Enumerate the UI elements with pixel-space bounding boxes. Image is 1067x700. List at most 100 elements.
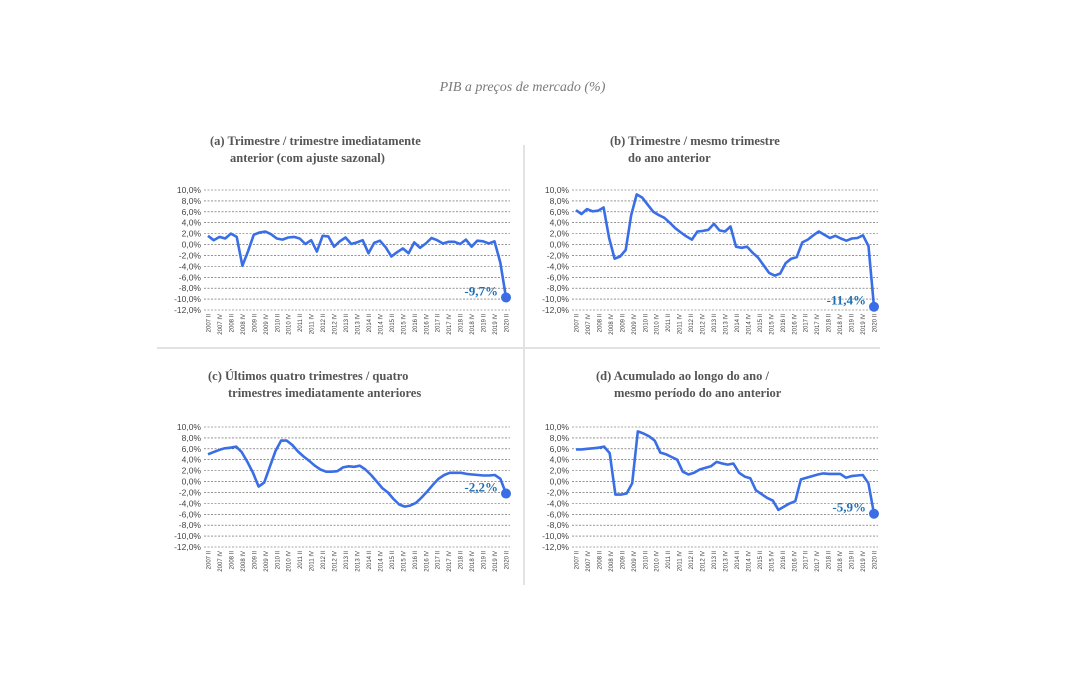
x-tick-label-d: 2019 II bbox=[850, 551, 856, 570]
y-tick-label-b: -10,0% bbox=[542, 294, 569, 304]
x-tick-label-a: 2010 IV bbox=[287, 314, 293, 335]
x-tick-label-c: 2010 II bbox=[275, 551, 281, 570]
last-value-label-c: -2,2% bbox=[464, 480, 498, 495]
x-tick-label-b: 2012 IV bbox=[701, 314, 707, 335]
x-tick-label-c: 2015 IV bbox=[401, 551, 407, 572]
y-tick-label-d: -4,0% bbox=[547, 498, 570, 508]
y-tick-label-a: 4,0% bbox=[182, 218, 202, 228]
y-tick-label-c: 4,0% bbox=[182, 455, 202, 465]
x-tick-label-d: 2012 IV bbox=[701, 551, 707, 572]
y-tick-label-b: -2,0% bbox=[547, 250, 570, 260]
last-value-label-a: -9,7% bbox=[464, 283, 498, 298]
x-tick-label-b: 2019 IV bbox=[861, 314, 867, 335]
x-tick-label-d: 2012 II bbox=[689, 551, 695, 570]
last-value-label-b: -11,4% bbox=[827, 293, 866, 308]
x-tick-label-b: 2009 II bbox=[620, 314, 626, 333]
x-tick-label-b: 2007 II bbox=[575, 314, 581, 333]
x-tick-label-b: 2020 II bbox=[873, 314, 879, 333]
x-tick-label-d: 2014 IV bbox=[746, 551, 752, 572]
x-tick-label-a: 2008 IV bbox=[241, 314, 247, 335]
x-tick-label-a: 2008 II bbox=[229, 314, 235, 333]
last-data-point-c bbox=[501, 488, 511, 499]
y-tick-label-d: -8,0% bbox=[547, 520, 570, 530]
y-tick-label-b: -6,0% bbox=[547, 272, 570, 282]
x-tick-label-a: 2014 IV bbox=[378, 314, 384, 335]
x-tick-label-a: 2019 II bbox=[482, 314, 488, 333]
x-tick-label-d: 2019 IV bbox=[861, 551, 867, 572]
chart-title-a: (a) Trimestre / trimestre imediatamente … bbox=[210, 133, 421, 167]
x-tick-label-a: 2009 IV bbox=[264, 314, 270, 335]
x-tick-label-a: 2009 II bbox=[252, 314, 258, 333]
x-tick-label-c: 2019 IV bbox=[493, 551, 499, 572]
x-tick-label-b: 2008 IV bbox=[609, 314, 615, 335]
y-tick-label-a: 6,0% bbox=[182, 207, 202, 217]
y-tick-label-c: -6,0% bbox=[179, 509, 202, 519]
x-tick-label-d: 2008 IV bbox=[609, 551, 615, 572]
page-title: PIB a preços de mercado (%) bbox=[439, 80, 606, 95]
x-tick-label-c: 2011 II bbox=[298, 551, 304, 569]
x-tick-label-d: 2018 II bbox=[827, 551, 833, 570]
x-tick-label-a: 2011 IV bbox=[310, 314, 316, 334]
chart-title-b-line2: do ano anterior bbox=[628, 151, 711, 165]
x-tick-label-b: 2018 IV bbox=[838, 314, 844, 335]
x-tick-label-c: 2018 IV bbox=[470, 551, 476, 572]
y-tick-label-d: -2,0% bbox=[547, 487, 570, 497]
y-tick-label-d: -10,0% bbox=[542, 531, 569, 541]
x-tick-label-d: 2017 II bbox=[804, 551, 810, 570]
y-tick-label-c: -2,0% bbox=[179, 487, 202, 497]
x-tick-label-b: 2008 II bbox=[597, 314, 603, 333]
x-tick-label-a: 2014 II bbox=[367, 314, 373, 333]
x-tick-label-a: 2013 IV bbox=[356, 314, 362, 335]
last-data-point-d bbox=[869, 508, 879, 519]
x-tick-label-d: 2010 II bbox=[643, 551, 649, 570]
chart-b: 10,0%8,0%6,0%4,0%2,0%0,0%-2,0%-4,0%-6,0%… bbox=[542, 185, 879, 335]
x-tick-label-a: 2019 IV bbox=[493, 314, 499, 335]
y-tick-label-a: 0,0% bbox=[182, 240, 202, 250]
x-tick-label-b: 2019 II bbox=[850, 314, 856, 333]
x-tick-label-b: 2011 II bbox=[666, 314, 672, 332]
x-tick-label-d: 2015 II bbox=[758, 551, 764, 570]
x-tick-label-c: 2008 IV bbox=[241, 551, 247, 572]
y-tick-label-a: -10,0% bbox=[174, 294, 201, 304]
chart-title-c-line2: trimestres imediatamente anteriores bbox=[228, 386, 422, 400]
x-tick-label-c: 2008 II bbox=[229, 551, 235, 570]
chart-c: 10,0%8,0%6,0%4,0%2,0%0,0%-2,0%-4,0%-6,0%… bbox=[174, 422, 511, 572]
x-tick-label-a: 2010 II bbox=[275, 314, 281, 333]
y-tick-label-b: 6,0% bbox=[550, 207, 570, 217]
chart-title-c-line1: (c) Últimos quatro trimestres / quatro bbox=[208, 369, 409, 383]
x-tick-label-d: 2015 IV bbox=[769, 551, 775, 572]
horizontal-divider bbox=[157, 347, 880, 349]
x-tick-label-a: 2015 IV bbox=[401, 314, 407, 335]
y-tick-label-a: 2,0% bbox=[182, 229, 202, 239]
x-tick-label-c: 2012 IV bbox=[333, 551, 339, 572]
x-tick-label-b: 2017 IV bbox=[815, 314, 821, 335]
y-tick-label-a: -6,0% bbox=[179, 272, 202, 282]
x-tick-label-b: 2013 IV bbox=[724, 314, 730, 335]
x-tick-label-a: 2012 II bbox=[321, 314, 327, 333]
x-tick-label-d: 2020 II bbox=[873, 551, 879, 570]
x-tick-label-c: 2007 II bbox=[207, 551, 213, 570]
chart-title-d-line1: (d) Acumulado ao longo do ano / bbox=[596, 369, 769, 383]
y-tick-label-d: 8,0% bbox=[550, 433, 570, 443]
x-tick-label-a: 2011 II bbox=[298, 314, 304, 332]
x-tick-label-b: 2013 II bbox=[712, 314, 718, 333]
x-tick-label-d: 2011 II bbox=[666, 551, 672, 569]
x-tick-label-d: 2014 II bbox=[735, 551, 741, 570]
x-tick-label-c: 2014 II bbox=[367, 551, 373, 570]
x-tick-label-b: 2011 IV bbox=[678, 314, 684, 334]
x-tick-label-a: 2007 II bbox=[207, 314, 213, 333]
y-tick-label-d: 2,0% bbox=[550, 466, 570, 476]
x-tick-label-b: 2016 IV bbox=[792, 314, 798, 335]
chart-title-d-line2: mesmo período do ano anterior bbox=[614, 386, 782, 400]
x-tick-label-c: 2020 II bbox=[505, 551, 511, 570]
y-tick-label-a: -2,0% bbox=[179, 250, 202, 260]
x-tick-label-c: 2012 II bbox=[321, 551, 327, 570]
y-tick-label-c: 0,0% bbox=[182, 477, 202, 487]
y-tick-label-d: -6,0% bbox=[547, 509, 570, 519]
x-tick-label-b: 2012 II bbox=[689, 314, 695, 333]
x-tick-label-d: 2009 II bbox=[620, 551, 626, 570]
x-tick-label-a: 2015 II bbox=[390, 314, 396, 333]
y-tick-label-c: -10,0% bbox=[174, 531, 201, 541]
x-tick-label-b: 2009 IV bbox=[632, 314, 638, 335]
x-tick-label-d: 2009 IV bbox=[632, 551, 638, 572]
